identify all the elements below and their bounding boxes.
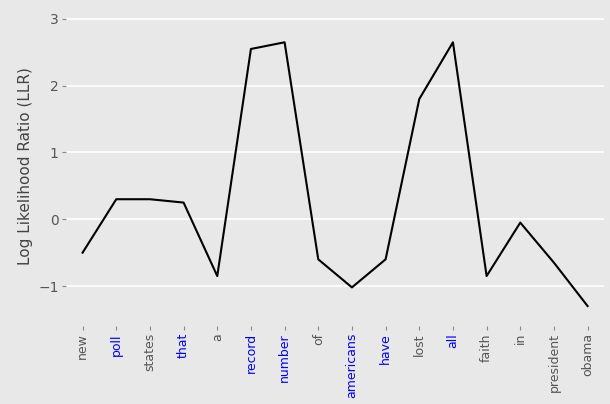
Y-axis label: Log Likelihood Ratio (LLR): Log Likelihood Ratio (LLR) <box>18 67 33 265</box>
